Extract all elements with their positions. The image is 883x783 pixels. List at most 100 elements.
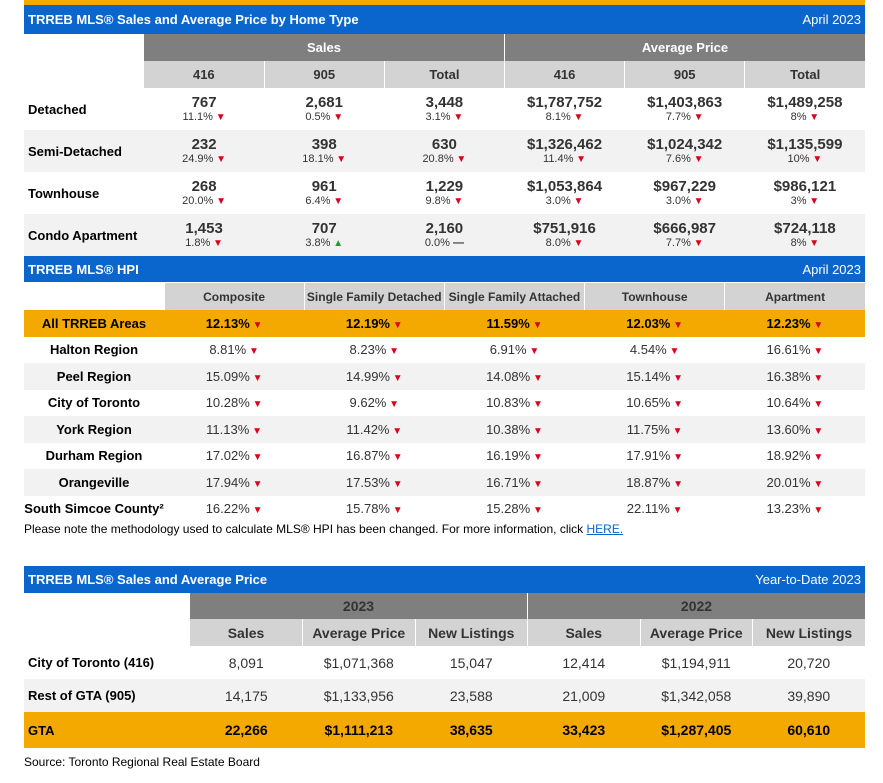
data-cell: $1,194,911 (661, 654, 731, 671)
data-cell: 33,423 (527, 712, 640, 748)
column-header: Total (744, 61, 865, 88)
table-row: City of Toronto 10.28% ▼ 9.62% ▼ 10.83% ▼ 10… (24, 390, 865, 417)
cell-value: 12.03% (626, 315, 671, 331)
column-header: 416 (144, 61, 265, 88)
data-cell: 8.81% ▼ (164, 337, 304, 364)
cell-value: 15.78% (345, 501, 390, 517)
table-row: Orangeville 17.94% ▼ 17.53% ▼ 16.71% ▼ 18.87… (24, 469, 865, 496)
cell-value: $1,024,342 (647, 135, 723, 153)
cell-value: 268 (191, 177, 217, 195)
cell-value: $1,403,863 (647, 93, 723, 111)
down-arrow-icon: ▼ (670, 452, 684, 464)
cell-value: 6.91% (489, 342, 527, 358)
sales-by-type-title-bar: TRREB MLS® Sales and Average Price by Ho… (24, 5, 865, 34)
down-arrow-icon: ▼ (249, 372, 263, 384)
data-cell: 10.65% ▼ (585, 390, 725, 417)
row-label: Halton Region (49, 342, 139, 358)
data-cell: 15.09% ▼ (164, 363, 304, 390)
data-cell: 12.03% ▼ (584, 310, 725, 337)
cell-value: 232 (191, 135, 217, 153)
data-cell: 38,635 (415, 712, 528, 748)
column-header: 416 (503, 61, 625, 88)
data-cell: 961 6.4% ▼ (264, 172, 384, 214)
cell-change: 8.0% ▼ (504, 237, 624, 250)
data-cell: $1,287,405 (640, 712, 753, 748)
down-arrow-icon: ▼ (249, 478, 263, 490)
table-row: South Simcoe County² 16.22% ▼ 15.78% ▼ 15.2… (24, 496, 865, 523)
cell-value: $1,787,752 (527, 93, 603, 111)
table-row: Durham Region 17.02% ▼ 16.87% ▼ 16.19% ▼ 17.… (24, 443, 865, 470)
data-cell: 10.38% ▼ (444, 416, 584, 443)
down-arrow-icon: ▼ (530, 399, 543, 411)
column-header: Single Family Attached (443, 283, 585, 310)
cell-change: 1.8% ▼ (144, 237, 264, 250)
table-row: City of Toronto (416) 8,091 $1,071,368 15,0… (24, 646, 865, 679)
data-cell: 14.08% ▼ (444, 363, 584, 390)
down-arrow-icon: ▼ (330, 195, 344, 207)
change-percent: 3.1% (425, 110, 451, 123)
data-cell: 16.38% ▼ (725, 363, 865, 390)
cell-value: 11.13% (206, 421, 250, 437)
down-arrow-icon: ▼ (453, 153, 467, 165)
cell-change: 18.1% ▼ (264, 153, 384, 166)
down-arrow-icon: ▼ (389, 452, 403, 464)
data-cell: $967,229 3.0% ▼ (625, 172, 745, 214)
down-arrow-icon: ▼ (810, 319, 824, 331)
data-cell: 268 20.0% ▼ (144, 172, 264, 214)
data-cell: 16.22% ▼ (164, 496, 304, 523)
cell-value: 11.59% (486, 315, 530, 331)
cell-value: 16.61% (766, 342, 811, 358)
data-cell: 2,160 0.0% — (384, 214, 504, 256)
cell-value: 20.01% (766, 474, 811, 490)
data-cell: 20,720 (787, 654, 831, 671)
row-label: Rest of GTA (905) (28, 688, 136, 703)
data-cell: 8.23% ▼ (304, 337, 444, 364)
cell-value: 12.23% (766, 315, 811, 331)
row-label: Semi-Detached (28, 143, 122, 159)
down-arrow-icon: ▼ (210, 237, 223, 249)
data-cell: 12.19% ▼ (304, 310, 445, 337)
hpi-title-bar: TRREB MLS® HPI April 2023 (24, 256, 865, 282)
cell-change: 8.1% ▼ (504, 111, 624, 124)
change-percent: 0.0% (424, 237, 450, 249)
down-arrow-icon: ▼ (669, 425, 683, 437)
down-arrow-icon: ▼ (666, 346, 680, 358)
data-cell: 12.13% ▼ (164, 310, 305, 337)
cell-value: 15.28% (486, 501, 531, 517)
column-header: Composite (163, 283, 305, 310)
change-percent: 6.4% (305, 194, 331, 207)
down-arrow-icon: ▼ (530, 425, 543, 437)
row-label: Condo Apartment (28, 227, 138, 243)
down-arrow-icon: ▼ (389, 505, 403, 517)
column-header: 905 (263, 61, 385, 88)
down-arrow-icon: ▼ (690, 237, 704, 249)
down-arrow-icon: ▼ (246, 346, 259, 358)
cell-change: 3.0% ▼ (504, 195, 624, 208)
cell-value: 17.02% (205, 448, 250, 464)
down-arrow-icon: ▼ (389, 372, 403, 384)
ytd-title: TRREB MLS® Sales and Average Price (28, 572, 268, 587)
row-label: Detached (28, 101, 87, 117)
cell-value: 15.14% (626, 368, 671, 384)
cell-value: $1,053,864 (527, 177, 603, 195)
group-header-sales: Sales (144, 34, 505, 61)
column-header: New Listings (414, 619, 528, 646)
data-cell: 39,890 (787, 687, 831, 704)
cell-value: 961 (311, 177, 337, 195)
down-arrow-icon: ▼ (389, 425, 403, 437)
cell-value: 11.75% (626, 421, 670, 437)
down-arrow-icon: ▼ (670, 399, 684, 411)
change-percent: 18.1% (302, 152, 334, 165)
column-header: Average Price (302, 619, 415, 646)
column-header: Average Price (639, 619, 753, 646)
cell-change: 7.7% ▼ (625, 237, 745, 250)
change-percent: 7.7% (665, 236, 691, 249)
total-row: GTA 22,266 $1,111,213 38,635 33,423 $1,287,40… (24, 712, 865, 748)
change-percent: 8% (790, 110, 807, 123)
here-link[interactable]: HERE. (586, 522, 624, 536)
data-cell: $666,987 7.7% ▼ (625, 214, 745, 256)
down-arrow-icon: ▼ (386, 399, 400, 411)
data-cell: 22.11% ▼ (585, 496, 725, 523)
cell-change: 24.9% ▼ (144, 153, 264, 166)
cell-value: 10.83% (486, 395, 531, 411)
